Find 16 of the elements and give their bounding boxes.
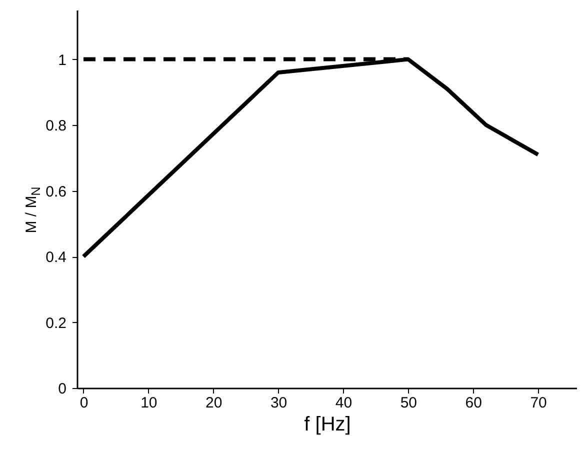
x-tick-label: 20: [206, 394, 222, 412]
y-tick-label: 0.4: [46, 249, 66, 266]
x-tick-label: 30: [270, 394, 288, 412]
x-axis-title: f [Hz]: [304, 414, 351, 436]
x-tick-label: 60: [465, 394, 482, 412]
y-tick-label: 0.8: [46, 118, 66, 135]
y-tick-label: 0.6: [46, 183, 66, 200]
y-tick-label: 1: [58, 52, 66, 69]
x-tick-label: 10: [140, 394, 158, 412]
y-tick-label: 0.2: [46, 314, 66, 332]
x-tick-label: 40: [335, 394, 352, 412]
x-tick-label: 0: [80, 394, 88, 412]
x-tick-label: 50: [400, 394, 418, 412]
line-series: [81, 57, 540, 259]
x-tick-label: 70: [530, 394, 547, 412]
y-tick-label: 0: [58, 380, 66, 398]
